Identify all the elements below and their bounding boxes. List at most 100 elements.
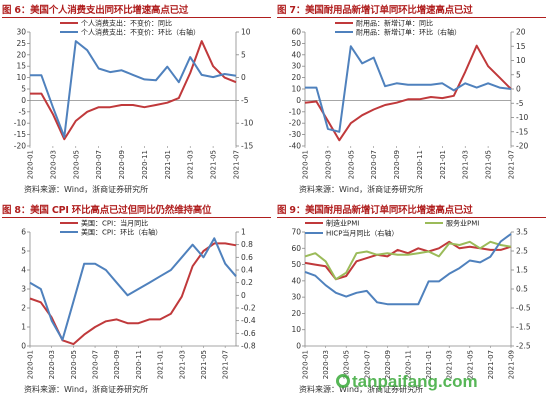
x-tick-label: 2020-09 [384,350,392,379]
right-tick-label: -0.6 [241,329,256,338]
right-tick-label: 0 [516,85,521,94]
x-tick-label: 2020-11 [135,350,143,379]
x-tick-label: 2020-03 [324,150,332,179]
right-tick-label: -15 [516,127,528,136]
x-tick-label: 2021-01 [425,350,433,379]
left-tick-label: 20 [16,50,26,59]
x-tick-label: 2021-01 [157,350,165,379]
legend-label: HICP当月同比（右轴） [326,229,398,238]
right-tick-label: 5 [241,50,246,59]
left-tick-label: 4 [21,266,26,275]
chart-panel-6: 图 6：美国个人消费支出同环比增速高点已过 -20 -15 -10 -5 0 5 10 15 2… [0,0,275,200]
left-tick-label: 20 [291,309,301,318]
x-tick-label: 2021-05 [210,150,218,179]
series-line-1 [29,242,237,346]
right-tick-label: -10 [241,119,253,128]
left-tick-label: 0 [296,342,301,351]
x-tick-label: 2020-07 [363,350,371,379]
x-tick-label: 2021-03 [446,350,454,379]
left-tick-label: -5 [19,107,27,116]
watermark-logo-icon [336,374,350,388]
x-tick-label: 2021-03 [187,150,195,179]
left-tick-label: 40 [291,50,301,59]
line-chart: 0 10 20 30 40 50 60 70 -2.5 -1.5 -0.5 0.5 1.5 2.5 3.5 2… [291,219,531,380]
right-tick-label: 2.5 [516,247,528,256]
left-tick-label: 60 [291,28,301,37]
watermark: tanpaifang.com [352,372,478,391]
right-tick-label: 10 [516,56,526,65]
left-tick-label: 20 [291,73,301,82]
x-tick-label: 2020-09 [118,150,126,179]
left-tick-label: 0 [296,96,301,105]
left-tick-label: -10 [289,107,301,116]
x-tick-label: 2021-01 [164,150,172,179]
series-line-2 [305,45,512,133]
title-divider [2,17,271,18]
x-tick-label: 2021-07 [222,350,230,379]
chart-title: 图 6：美国个人消费支出同环比增速高点已过 [2,5,189,16]
right-tick-label: 0 [241,73,246,82]
legend-label: 个人消费支出：不变价：环比（右轴） [81,28,200,37]
right-tick-label: -5 [516,99,524,108]
series-line-2 [30,40,237,138]
series-line-2 [304,240,512,281]
legend-label: 美国：CPI：环比（右轴） [81,228,162,237]
right-tick-label: 0.6 [241,253,253,262]
x-tick-label: 2020-09 [113,350,121,379]
left-tick-label: 0 [21,342,26,351]
right-tick-label: 0.5 [516,285,528,294]
x-tick-label: 2020-07 [95,150,103,179]
x-tick-label: 2020-11 [141,150,149,179]
left-tick-label: 50 [291,260,301,269]
left-tick-label: 15 [16,62,26,71]
chart-title: 图 8：美国 CPI 环比高点已过但同比仍然维持高位 [2,205,212,216]
series-line-2 [29,237,237,341]
x-tick-label: 2020-07 [92,350,100,379]
left-tick-label: -10 [14,119,26,128]
x-tick-label: 2020-05 [343,350,351,379]
left-tick-label: 10 [291,325,301,334]
legend-label: 耐用品：新增订单：同比 [356,19,433,28]
right-tick-label: -0.2 [241,304,256,313]
right-tick-label: -0.4 [241,316,256,325]
legend-label: 服务业PMI [446,219,479,228]
chart-panel-9: 图 9：美国耐用品新增订单同环比增速高点已过 0 10 20 30 40 50 60 70 -2… [275,200,550,400]
left-tick-label: 5 [21,85,26,94]
right-tick-label: -1.5 [516,323,531,332]
line-chart: 0 1 2 3 4 5 6 -0.8 -0.6 -0.4 -0.2 0 0.2 0.4 0.6 0.8 1 202… [21,219,256,380]
right-tick-label: -0.8 [241,342,256,351]
x-tick-label: 2021-05 [200,350,208,379]
left-tick-label: 60 [291,244,301,253]
chart-source: 资料来源：Wind，浙商证券研究所 [299,185,424,194]
x-tick-label: 2020-01 [302,350,310,379]
title-divider [277,217,546,218]
right-tick-label: -15 [241,142,253,151]
left-tick-label: 0 [21,96,26,105]
left-tick-label: 70 [291,228,301,237]
x-tick-label: 2020-09 [393,150,401,179]
x-tick-label: 2020-03 [49,150,57,179]
x-tick-label: 2021-05 [485,150,493,179]
chart-source: 资料来源：Wind，浙商证券研究所 [24,185,149,194]
left-tick-label: -30 [289,130,301,139]
right-tick-label: 3.5 [516,228,528,237]
right-tick-label: 20 [516,28,526,37]
x-tick-label: 2020-07 [370,150,378,179]
x-tick-label: 2020-01 [27,350,35,379]
x-tick-label: 2021-09 [508,350,516,379]
right-tick-label: 0 [241,291,246,300]
line-chart: -20 -15 -10 -5 0 5 10 15 20 25 30 -15 -10 -5 0 5 10 2020-… [14,19,254,180]
left-tick-label: -20 [14,142,26,151]
left-tick-label: 30 [291,293,301,302]
x-tick-label: 2021-07 [508,150,516,179]
left-tick-label: 25 [16,39,26,48]
chart-source: 资料来源：Wind，浙商证券研究所 [299,385,424,394]
right-tick-label: -10 [516,113,528,122]
right-tick-label: -0.5 [516,304,531,313]
series-line-3 [304,233,512,306]
x-tick-label: 2021-07 [487,350,495,379]
left-tick-label: 10 [16,73,26,82]
right-tick-label: 5 [516,70,521,79]
x-tick-label: 2021-07 [233,150,241,179]
chart-panel-8: 图 8：美国 CPI 环比高点已过但同比仍然维持高位 0 1 2 3 4 5 6 -0.8 -0… [0,200,275,400]
